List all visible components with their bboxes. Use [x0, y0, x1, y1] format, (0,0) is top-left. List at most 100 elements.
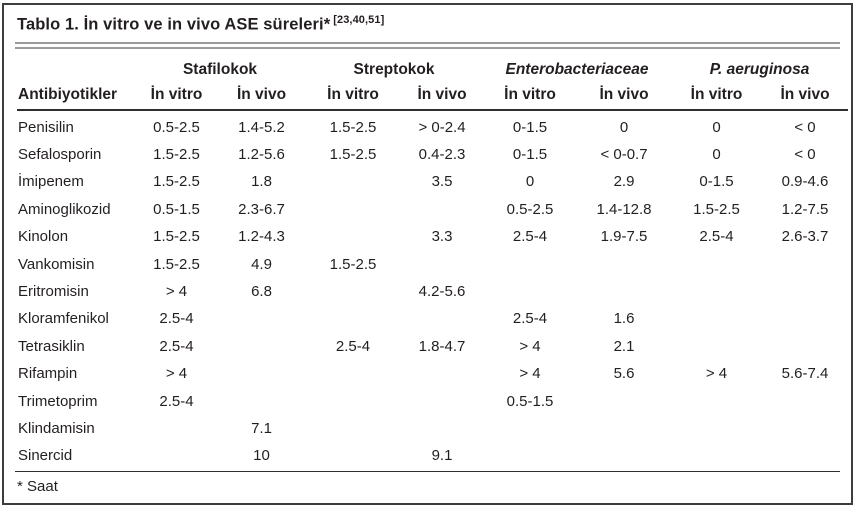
column-header-in-vivo: İn vivo	[762, 81, 849, 111]
value-cell	[577, 278, 671, 305]
value-cell: 0	[525, 173, 535, 191]
value-cell: 2.3-6.7	[238, 200, 285, 218]
table-title: Tablo 1. İn vitro ve in vivo ASE süreler…	[4, 5, 851, 42]
group-header-enterobacteriaceae: Enterobacteriaceae	[505, 60, 649, 78]
value-cell: 1.6	[613, 310, 635, 328]
subheader-row: Antibiyotikler İn vitro İn vivo İn vitro…	[17, 81, 849, 111]
value-cell: 2.6-3.7	[781, 228, 829, 246]
value-cell	[483, 415, 577, 442]
value-cell: 6.8	[251, 283, 272, 301]
table-row: İmipenem 1.5-2.5 1.8 3.5 0 2.9 0-1.5 0.9-4.6	[17, 168, 848, 195]
value-cell	[305, 305, 401, 332]
table-row: Aminoglikozid 0.5-1.5 2.3-6.7 0.5-2.5 1.4-12…	[17, 196, 848, 223]
value-cell: < 0	[794, 146, 816, 164]
value-cell: 1.2-7.5	[781, 200, 829, 218]
value-cell	[401, 387, 483, 414]
antibiotic-name: Kloramfenikol	[18, 310, 109, 328]
table-frame: Tablo 1. İn vitro ve in vivo ASE süreler…	[2, 3, 853, 505]
antibiotic-name: Trimetoprim	[18, 392, 98, 410]
value-cell	[671, 250, 762, 277]
value-cell: 10	[253, 447, 270, 465]
table-header: Stafilokok Streptokok Enterobacteriaceae…	[17, 51, 849, 111]
value-cell: 1.2-4.3	[238, 228, 285, 246]
value-cell: 4.2-5.6	[418, 283, 466, 301]
value-cell	[762, 250, 848, 277]
antibiotic-name: Vankomisin	[18, 255, 95, 273]
value-cell: 1.5-2.5	[153, 173, 200, 191]
column-header-in-vitro: İn vitro	[135, 81, 218, 111]
value-cell	[671, 278, 762, 305]
value-cell	[762, 442, 848, 469]
column-header-antibiyotikler: Antibiyotikler	[17, 81, 135, 111]
column-header-in-vitro: İn vitro	[305, 81, 402, 111]
table-row: Kloramfenikol 2.5-4 2.5-4 1.6	[17, 305, 848, 332]
value-cell	[483, 250, 577, 277]
value-cell	[305, 415, 401, 442]
antibiotic-name: Sinercid	[18, 447, 73, 465]
value-cell: > 4	[165, 365, 188, 383]
value-cell: 2.5-4	[699, 228, 734, 246]
value-cell: 3.3	[431, 228, 453, 246]
value-cell	[762, 278, 848, 305]
value-cell: 2.5-4	[512, 310, 548, 328]
value-cell: 0-1.5	[512, 146, 548, 164]
column-header-in-vitro: İn vitro	[671, 81, 763, 111]
value-cell: 0.5-2.5	[153, 118, 200, 136]
antibiotic-name: Kinolon	[18, 228, 69, 246]
table-row: Sefalosporin 1.5-2.5 1.2-5.6 1.5-2.5 0.4-2.3…	[17, 141, 848, 168]
value-cell: > 4	[705, 365, 728, 383]
group-header-spacer	[17, 51, 135, 82]
antibiotic-name: Klindamisin	[18, 419, 95, 437]
antibiotic-name: İmipenem	[18, 173, 84, 191]
value-cell: 5.6	[613, 365, 635, 383]
value-cell: > 4	[519, 337, 541, 355]
value-cell: 1.5-2.5	[329, 118, 377, 136]
value-cell	[762, 387, 848, 414]
value-cell: 1.9-7.5	[600, 228, 648, 246]
table-row: Vankomisin 1.5-2.5 4.9 1.5-2.5	[17, 250, 848, 277]
value-cell	[401, 415, 483, 442]
column-header-in-vivo: İn vivo	[218, 81, 306, 111]
value-cell	[218, 333, 305, 360]
value-cell: 1.4-5.2	[238, 118, 285, 136]
value-cell	[305, 278, 401, 305]
group-header-streptokok: Streptokok	[353, 60, 435, 78]
value-cell: 9.1	[431, 447, 453, 465]
value-cell: 0	[712, 118, 721, 136]
value-cell	[401, 196, 483, 223]
antibiotic-name: Eritromisin	[18, 283, 89, 301]
antibiotic-name: Rifampin	[18, 365, 78, 383]
value-cell: 0	[712, 146, 721, 164]
value-cell	[305, 223, 401, 250]
value-cell	[218, 387, 305, 414]
value-cell: 4.9	[251, 255, 272, 273]
value-cell: 3.5	[431, 173, 453, 191]
table-row: Penisilin 0.5-2.5 1.4-5.2 1.5-2.5 > 0-2.4 0-1…	[17, 110, 848, 141]
value-cell	[135, 442, 218, 469]
value-cell: > 0-2.4	[418, 118, 466, 136]
table-row: Kinolon 1.5-2.5 1.2-4.3 3.3 2.5-4 1.9-7.5 2.5-…	[17, 223, 848, 250]
value-cell	[762, 305, 848, 332]
antibiotic-name: Penisilin	[18, 118, 74, 136]
value-cell: 2.5-4	[159, 392, 194, 410]
value-cell	[671, 333, 762, 360]
value-cell	[577, 387, 671, 414]
value-cell: 1.5-2.5	[153, 146, 200, 164]
value-cell	[305, 196, 401, 223]
value-cell: 0.5-2.5	[506, 200, 554, 218]
value-cell	[577, 250, 671, 277]
antibiotic-name: Aminoglikozid	[18, 200, 111, 218]
value-cell: 0-1.5	[512, 118, 548, 136]
footnote: * Saat	[17, 477, 58, 495]
value-cell: 5.6-7.4	[781, 365, 829, 383]
value-cell: 1.5-2.5	[329, 146, 377, 164]
value-cell	[671, 442, 762, 469]
value-cell: 1.2-5.6	[238, 146, 285, 164]
value-cell	[305, 442, 401, 469]
value-cell: > 4	[519, 365, 541, 383]
column-header-in-vitro: İn vitro	[483, 81, 578, 111]
value-cell	[762, 333, 848, 360]
value-cell: 1.4-12.8	[596, 200, 652, 218]
antibiotic-name: Sefalosporin	[18, 146, 102, 164]
value-cell: 1.5-2.5	[153, 255, 200, 273]
